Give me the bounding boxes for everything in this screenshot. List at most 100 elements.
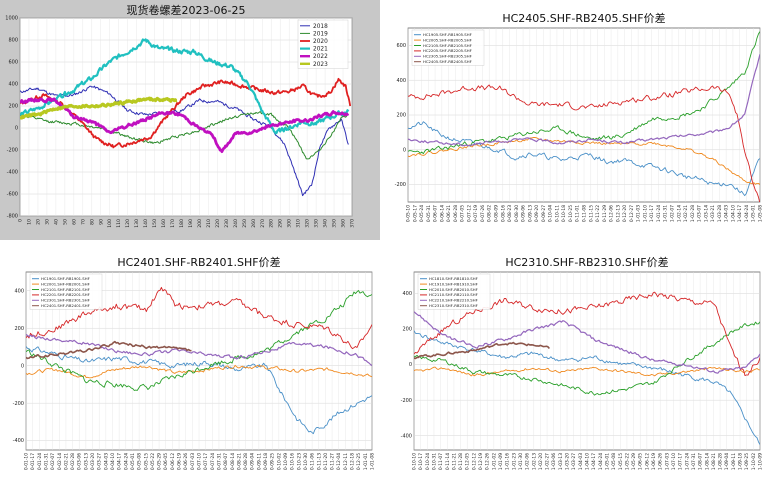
- x-tick-label: 330: [314, 219, 320, 228]
- x-tick-label: 1-02-28: [690, 205, 696, 222]
- x-tick-label: 1-04-03: [724, 205, 730, 222]
- x-tick-label: 0-08-21: [236, 453, 242, 470]
- x-tick-label: 1-01-10: [642, 205, 648, 222]
- x-tick-label: 1-02-06: [525, 453, 531, 470]
- x-tick-label: 0-05-01: [130, 453, 136, 470]
- x-tick-label: 1-10-02: [751, 453, 757, 470]
- y-tick-label: 400: [8, 82, 18, 88]
- x-tick-label: 340: [323, 219, 329, 228]
- x-tick-label: 1-04-24: [744, 205, 750, 222]
- y-tick-label: -200: [401, 398, 412, 404]
- x-tick-label: 190: [188, 219, 194, 228]
- x-tick-label: 1-02-13: [531, 453, 537, 470]
- y-tick-label: 600: [396, 43, 406, 49]
- x-tick-label: 1-05-01: [604, 453, 610, 470]
- x-tick-label: 0-11-21: [451, 453, 457, 470]
- x-tick-label: 0-12-18: [350, 453, 356, 470]
- x-tick-label: 1-01-08: [370, 453, 376, 470]
- x-tick-label: 1-07-10: [671, 453, 677, 470]
- x-tick-label: 0-05-31: [426, 205, 432, 222]
- y-tick-label: 600: [8, 60, 18, 66]
- series-line: [414, 291, 760, 377]
- x-tick-label: 1-08-28: [718, 453, 724, 470]
- legend-label: HC1905.SHF-RB1905.SHF: [423, 32, 472, 37]
- x-tick-label: 0-01-24: [37, 453, 43, 470]
- chart-title: HC2401.SHF-RB2401.SHF价差: [117, 255, 280, 269]
- x-tick-label: 0-02-28: [70, 453, 76, 470]
- legend-box: [29, 273, 103, 310]
- x-tick-label: 260: [251, 219, 257, 228]
- x-tick-label: 70: [80, 219, 86, 225]
- x-tick-label: 350: [332, 219, 338, 228]
- series-line: [414, 341, 550, 360]
- x-tick-label: 0-08-28: [243, 453, 249, 470]
- x-tick-label: 1-09-11: [731, 453, 737, 470]
- x-tick-label: 300: [287, 219, 293, 228]
- x-tick-label: 0-12-25: [356, 453, 362, 470]
- y-tick-label: -200: [13, 401, 24, 407]
- legend-label: HC2210.SHF-RB2210.SHF: [429, 298, 478, 303]
- x-tick-label: 1-05-22: [624, 453, 630, 470]
- legend-label: 2021: [313, 47, 328, 53]
- x-tick-label: 240: [233, 219, 239, 228]
- x-tick-label: 1-01-02: [491, 453, 497, 470]
- x-tick-label: 0-09-20: [534, 205, 540, 222]
- x-tick-label: 30: [44, 219, 50, 225]
- legend-label: HC2305.SHF-RB2305.SHF: [423, 54, 472, 59]
- x-tick-label: 0-08-07: [223, 453, 229, 470]
- x-tick-label: 280: [269, 219, 275, 228]
- x-tick-label: 0-05-10: [406, 205, 412, 222]
- x-tick-label: 360: [341, 219, 347, 228]
- x-tick-label: 1-08-21: [711, 453, 717, 470]
- y-tick-label: 200: [8, 104, 18, 110]
- x-tick-label: 0-12-04: [336, 453, 342, 470]
- x-tick-label: 130: [134, 219, 140, 228]
- x-tick-label: 0-10-10: [412, 453, 418, 470]
- legend-label: HC2301.SHF-RB2301.SHF: [41, 298, 90, 303]
- legend-label: 2023: [313, 62, 328, 68]
- x-tick-label: 0-11-15: [588, 205, 594, 222]
- x-tick-label: 1-08-07: [698, 453, 704, 470]
- x-tick-label: 250: [242, 219, 248, 228]
- x-tick-label: 60: [71, 219, 77, 225]
- x-tick-label: 1-01-03: [636, 205, 642, 222]
- series-line: [408, 31, 760, 155]
- x-tick-label: 0-10-24: [425, 453, 431, 470]
- x-tick-label: 1-03-14: [703, 205, 709, 222]
- x-tick-label: 1-07-03: [664, 453, 670, 470]
- series-group: [26, 286, 372, 435]
- x-tick-label: 0-06-19: [177, 453, 183, 470]
- x-tick-label: 1-03-21: [710, 205, 716, 222]
- y-tick-label: 0: [409, 362, 412, 368]
- x-tick-label: 1-07-17: [678, 453, 684, 470]
- legend-box: [417, 273, 491, 310]
- x-tick-label: 10: [26, 219, 32, 225]
- x-tick-label: 0-06-28: [453, 205, 459, 222]
- legend-label: HC1810.SHF-RB1810.SHF: [429, 276, 478, 281]
- chart-title: 现货卷螺差2023-06-25: [127, 3, 246, 17]
- x-tick-label: 0-02-21: [63, 453, 69, 470]
- x-tick-label: 0-09-18: [263, 453, 269, 470]
- x-tick-label: 1-02-27: [545, 453, 551, 470]
- x-tick-label: 50: [62, 219, 68, 225]
- x-tick-label: 290: [278, 219, 284, 228]
- y-tick-label: -400: [13, 438, 24, 444]
- series-line: [20, 38, 350, 135]
- x-tick-label: 0-07-19: [473, 205, 479, 222]
- x-tick-label: 0-12-13: [615, 205, 621, 222]
- x-tick-label: 1-06-12: [644, 453, 650, 470]
- x-tick-label: 1-04-17: [591, 453, 597, 470]
- legend-label: HC2105.SHF-RB2105.SHF: [423, 43, 472, 48]
- x-tick-label: 40: [53, 219, 59, 225]
- series-group: [408, 31, 760, 202]
- x-tick-label: 0-12-20: [622, 205, 628, 222]
- x-tick-label: 0-07-17: [203, 453, 209, 470]
- x-tick-label: 1-01-31: [663, 205, 669, 222]
- legend-box: [297, 19, 349, 69]
- legend-label: 2019: [313, 31, 328, 37]
- chart-2023-06-25: 现货卷螺差2023-06-25 -800 -600 -400 -200 0 200 400 60…: [0, 0, 380, 240]
- x-tick-label: 0-07-26: [480, 205, 486, 222]
- x-tick-label: 0: [18, 219, 24, 222]
- x-tick-label: 1-07-24: [684, 453, 690, 470]
- chart-hc2401: HC2401.SHF-RB2401.SHF价差 -400 -200 0 200 400 0-…: [0, 250, 380, 486]
